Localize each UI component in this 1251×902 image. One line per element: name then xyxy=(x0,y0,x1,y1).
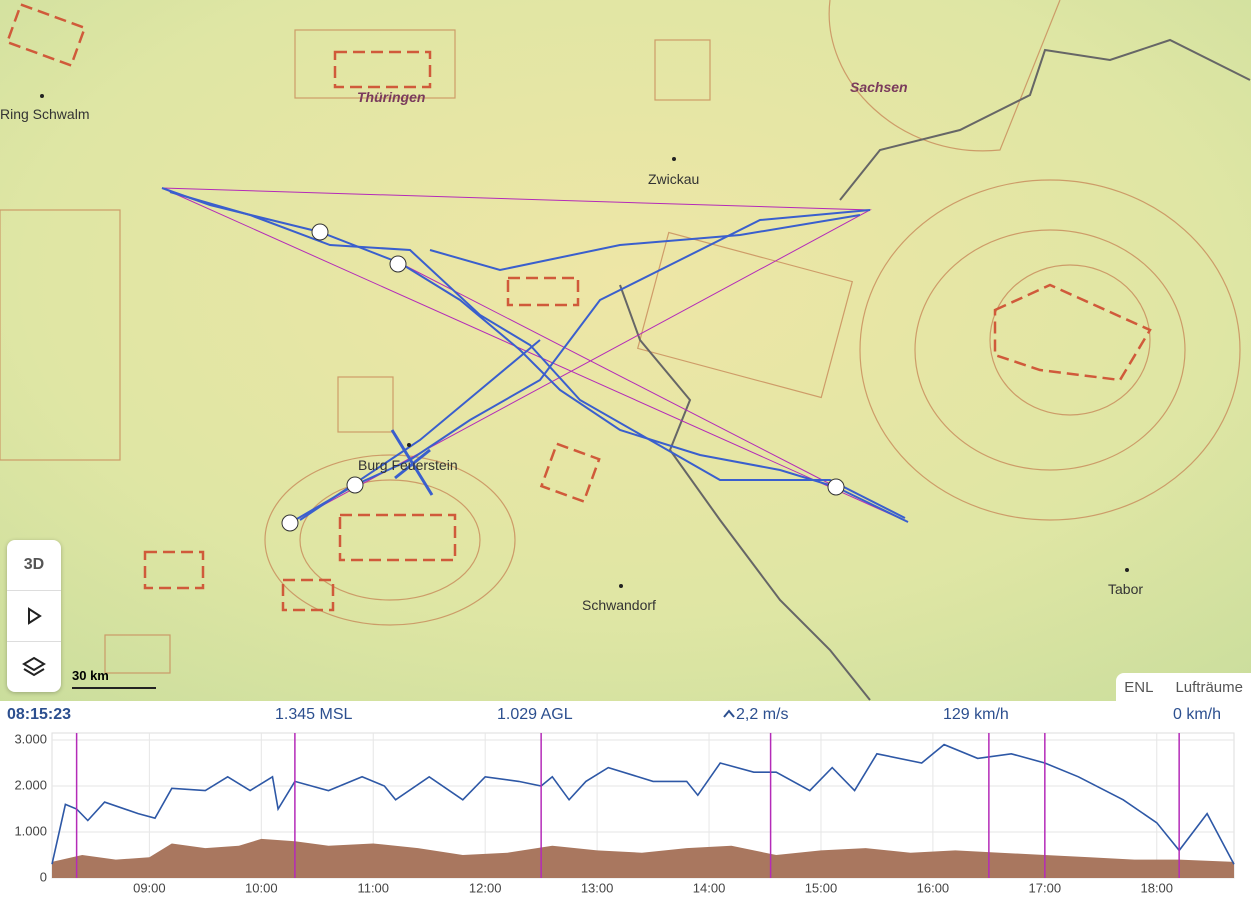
region-label: Sachsen xyxy=(850,79,908,95)
place-label: Burg Feuerstein xyxy=(358,457,458,473)
layers-button[interactable] xyxy=(7,642,61,692)
scale-bar: 30 km xyxy=(72,668,156,689)
play-button[interactable] xyxy=(7,591,61,642)
place-label: Schwandorf xyxy=(582,597,656,613)
restricted-areas xyxy=(5,2,1152,612)
tab[interactable]: ENL xyxy=(1124,679,1154,696)
speed: 129 km/h xyxy=(943,706,1009,723)
view-3d-button[interactable]: 3D xyxy=(7,540,61,591)
terrain xyxy=(0,0,1251,701)
vario-icon xyxy=(723,709,735,718)
tab[interactable]: Lufträume xyxy=(1175,679,1243,696)
x-tick-label: 14:00 xyxy=(693,880,726,895)
vario: 2,2 m/s xyxy=(736,706,789,723)
x-tick-label: 16:00 xyxy=(917,880,950,895)
place-dot xyxy=(619,584,623,588)
layers-icon xyxy=(22,656,46,677)
y-tick-label: 2.000 xyxy=(14,777,47,792)
tabs: ENL Lufträume xyxy=(1116,673,1251,702)
x-tick-label: 17:00 xyxy=(1029,880,1062,895)
altitude: 1.345 MSL xyxy=(275,706,353,723)
place-label: Tabor xyxy=(1108,581,1144,597)
photo-markers xyxy=(281,223,845,532)
x-tick-label: 15:00 xyxy=(805,880,838,895)
vario-wrap: 2,2 m/s xyxy=(722,706,788,724)
x-tick-label: 18:00 xyxy=(1140,880,1173,895)
place-dot xyxy=(672,157,676,161)
ground-area xyxy=(52,838,1234,878)
wind: 0 km/h xyxy=(1173,706,1222,723)
x-tick-label: 09:00 xyxy=(133,880,166,895)
x-tick-label: 11:00 xyxy=(357,880,389,895)
airspaces xyxy=(0,0,1241,674)
play-icon xyxy=(28,607,42,625)
height: 1.029 AGL xyxy=(497,706,573,723)
altitude-line xyxy=(51,743,1235,865)
place-dot xyxy=(1125,568,1129,572)
x-tick-label: 13:00 xyxy=(581,880,614,895)
borders xyxy=(619,38,1251,701)
place-label: Ring Schwalm xyxy=(0,106,90,122)
y-tick-label: 0 xyxy=(40,869,47,884)
flight-track xyxy=(161,187,909,524)
y-tick-label: 1.000 xyxy=(14,823,47,838)
place-dot xyxy=(40,94,44,98)
map[interactable] xyxy=(0,0,1251,701)
x-tick-label: 12:00 xyxy=(469,880,502,895)
status-bar: 08:15:23 1.345 MSL 1.029 AGL 2,2 m/s 129… xyxy=(0,702,1251,728)
glider-icon xyxy=(390,429,434,496)
place-dot xyxy=(407,443,411,447)
barogram[interactable]: 0 1.000 2.000 3.000 09:00 10:00 11:00 12:00 13:0… xyxy=(0,728,1251,902)
region-label: Thüringen xyxy=(357,89,426,105)
place-label: Zwickau xyxy=(648,171,700,187)
y-tick-label: 3.000 xyxy=(14,731,47,746)
x-tick-label: 10:00 xyxy=(245,880,278,895)
map-controls: 3D xyxy=(7,540,61,692)
time: 08:15:23 xyxy=(7,706,72,723)
